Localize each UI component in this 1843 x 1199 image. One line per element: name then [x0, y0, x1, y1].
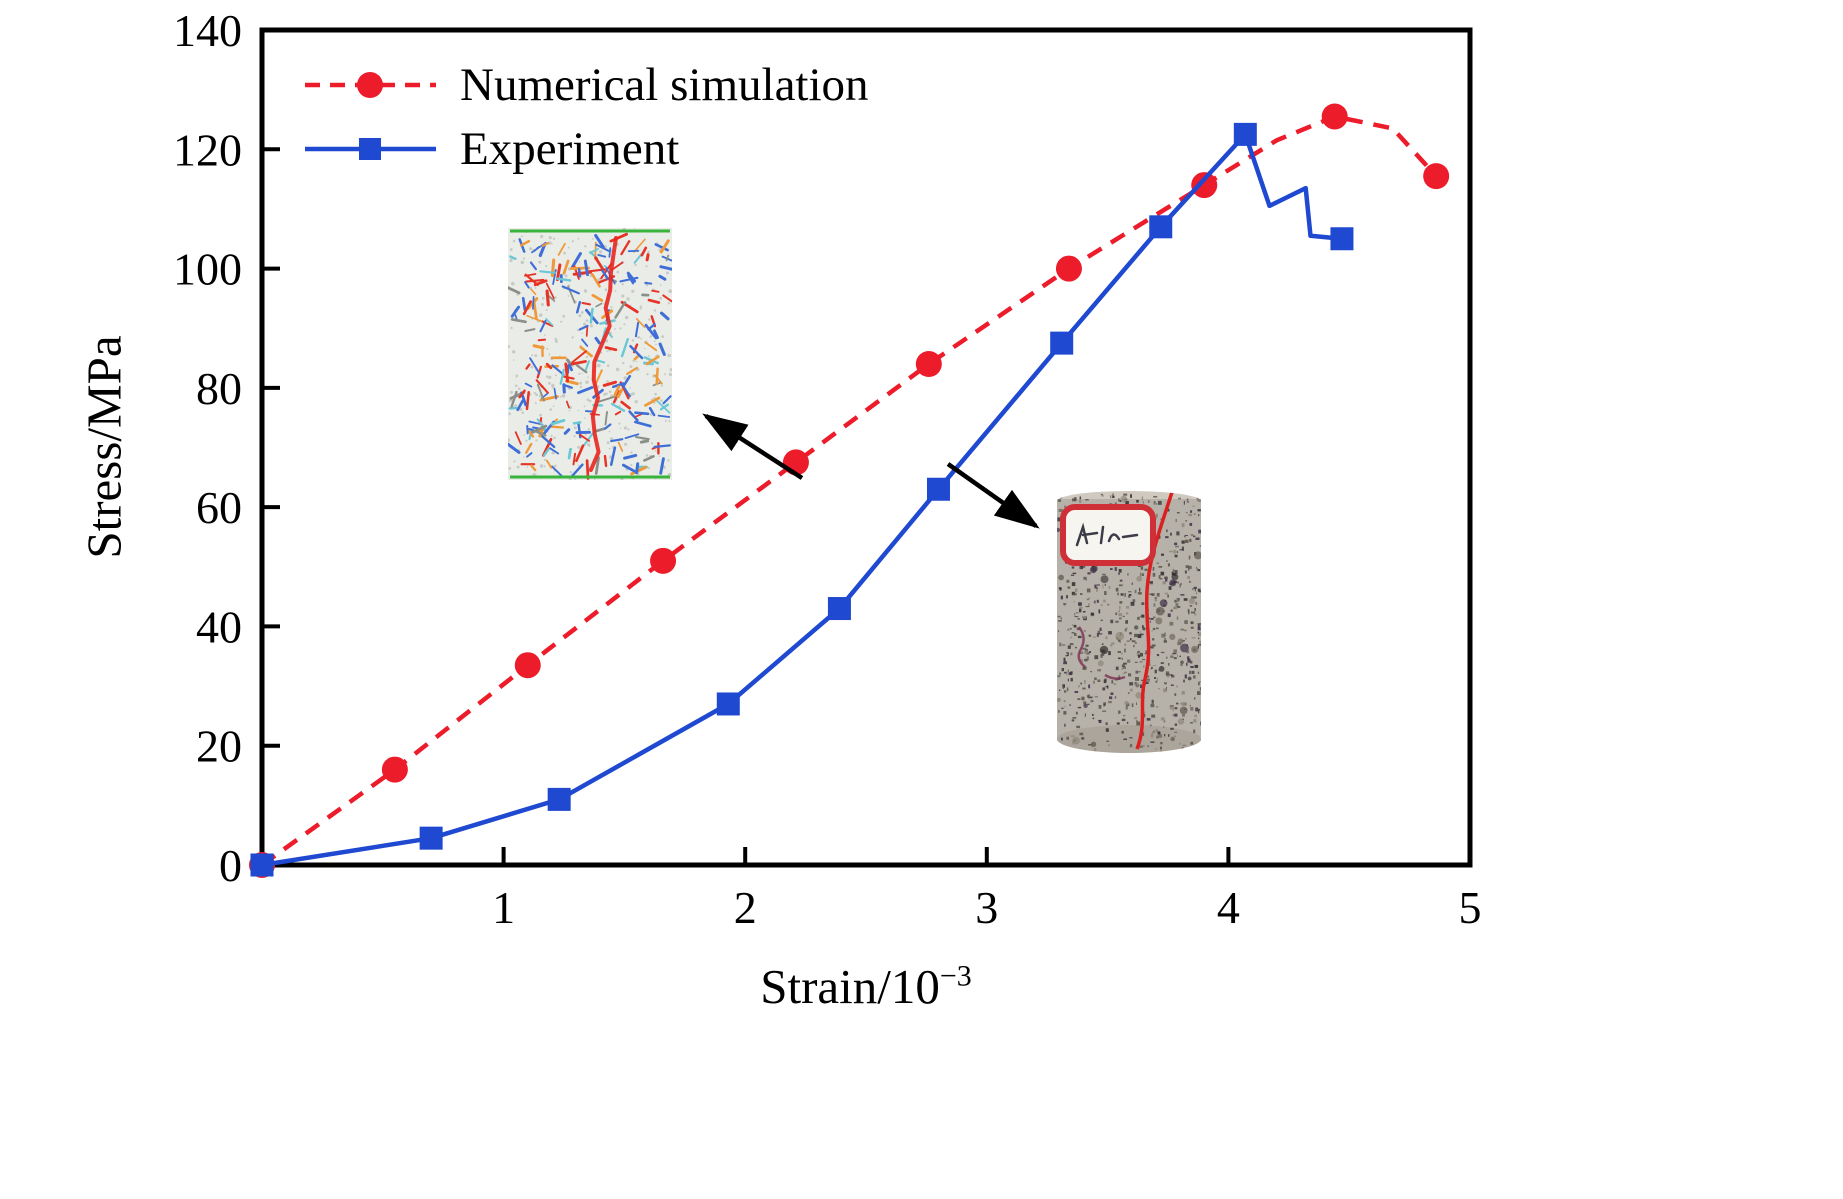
- legend-key-simulation-icon: [305, 72, 436, 98]
- legend: Numerical simulation Experiment: [303, 58, 869, 176]
- numerical-simulation-specimen-image: [508, 228, 672, 480]
- marker-simulation: [1191, 172, 1218, 199]
- y-tick-label: 80: [196, 363, 242, 414]
- y-tick-label: 140: [173, 5, 242, 56]
- x-axis-ticks: 1 2 3 4 5: [492, 847, 1482, 933]
- legend-key-experiment-icon: [305, 138, 436, 160]
- y-tick-label: 100: [173, 244, 242, 295]
- sim-crack-segments: [508, 232, 672, 480]
- specimen-red-crack-trace: [1135, 491, 1175, 750]
- marker-simulation: [1423, 163, 1450, 190]
- y-tick-label: 40: [196, 601, 242, 652]
- x-axis-label-base: Strain/10: [760, 959, 940, 1014]
- marker-simulation: [514, 652, 541, 679]
- annotation-arrows: [702, 413, 1040, 529]
- specimen-label: [1060, 504, 1156, 566]
- x-tick-label: 2: [734, 882, 757, 933]
- experiment-specimen-photo: [1057, 491, 1201, 753]
- specimen-mark: [1104, 673, 1126, 680]
- marker-simulation: [1055, 255, 1082, 282]
- annotation-arrow: [946, 462, 1040, 529]
- marker-experiment: [716, 692, 740, 716]
- series-simulation: [249, 103, 1450, 878]
- legend-item-experiment: Experiment: [303, 122, 869, 176]
- y-tick-label: 0: [219, 840, 242, 891]
- legend-item-numerical-simulation: Numerical simulation: [303, 58, 869, 112]
- x-tick-label: 4: [1217, 882, 1240, 933]
- specimen-texture: [1057, 491, 1201, 752]
- specimen-label-writing: [1075, 522, 1139, 547]
- plot-frame: [259, 27, 1473, 868]
- marker-experiment: [1149, 215, 1173, 239]
- legend-label-experiment: Experiment: [460, 123, 680, 175]
- marker-simulation: [915, 351, 942, 377]
- legend-label-simulation: Numerical simulation: [460, 59, 869, 111]
- y-tick-label: 120: [173, 124, 242, 175]
- marker-simulation: [650, 547, 677, 574]
- marker-experiment: [1050, 331, 1074, 355]
- x-tick-label: 5: [1459, 882, 1482, 933]
- series-experiment: [250, 122, 1354, 877]
- sim-speckle-texture: [508, 228, 672, 480]
- x-tick-label: 1: [492, 882, 515, 933]
- x-tick-label: 3: [975, 882, 998, 933]
- specimen-mark: [1077, 626, 1086, 668]
- sim-main-crack: [588, 236, 618, 472]
- marker-experiment: [827, 597, 851, 621]
- marker-experiment: [1233, 122, 1257, 146]
- marker-experiment: [419, 826, 443, 850]
- marker-simulation: [381, 756, 408, 783]
- marker-experiment: [926, 477, 950, 501]
- series-line-simulation: [260, 114, 1438, 867]
- marker-experiment: [1330, 227, 1354, 251]
- y-tick-label: 20: [196, 721, 242, 772]
- x-axis-label-exponent: −3: [939, 959, 972, 993]
- marker-experiment: [547, 787, 571, 811]
- x-axis-label: Strain/10−3: [760, 958, 972, 1015]
- y-axis-label: Stress/MPa: [76, 335, 132, 559]
- y-tick-label: 60: [196, 482, 242, 533]
- marker-simulation: [1321, 103, 1348, 130]
- annotation-arrow: [702, 413, 804, 480]
- y-axis-ticks: 0 20 40 60 80 100 120 140: [173, 5, 280, 891]
- marker-experiment: [250, 853, 274, 877]
